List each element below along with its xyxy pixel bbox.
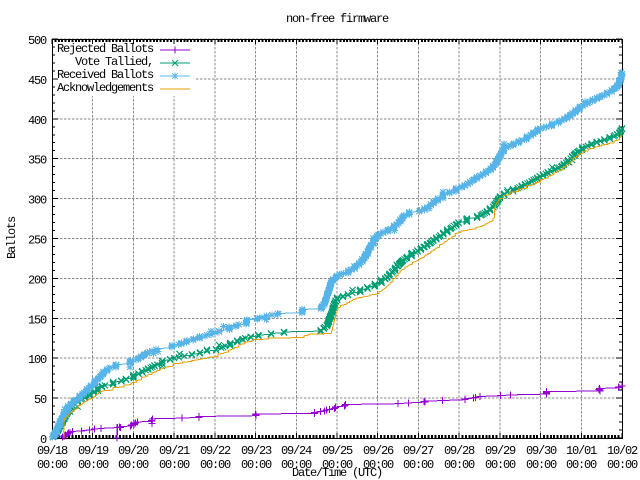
svg-text:00:00: 00:00: [403, 458, 434, 472]
svg-text:Vote Tallied,: Vote Tallied,: [75, 55, 153, 69]
svg-text:00:00: 00:00: [281, 458, 312, 472]
svg-text:150: 150: [28, 313, 47, 327]
svg-text:10/01: 10/01: [566, 444, 597, 458]
svg-text:300: 300: [28, 194, 47, 208]
svg-text:00:00: 00:00: [118, 458, 149, 472]
svg-text:09/18: 09/18: [37, 444, 68, 458]
svg-text:09/23: 09/23: [241, 444, 272, 458]
svg-text:09/20: 09/20: [118, 444, 149, 458]
svg-text:Rejected Ballots: Rejected Ballots: [57, 42, 154, 56]
svg-text:Ballots: Ballots: [5, 216, 19, 259]
svg-text:50: 50: [34, 393, 47, 407]
svg-text:Acknowledgements: Acknowledgements: [57, 81, 154, 95]
svg-text:00:00: 00:00: [444, 458, 475, 472]
svg-text:Received Ballots: Received Ballots: [57, 68, 154, 82]
svg-text:0: 0: [40, 433, 47, 447]
svg-text:00:00: 00:00: [526, 458, 557, 472]
svg-text:09/28: 09/28: [444, 444, 475, 458]
svg-text:250: 250: [28, 234, 47, 248]
svg-text:non-free firmware: non-free firmware: [286, 12, 389, 26]
svg-text:00:00: 00:00: [607, 458, 638, 472]
svg-text:09/30: 09/30: [526, 444, 557, 458]
svg-text:500: 500: [28, 34, 47, 48]
svg-text:00:00: 00:00: [241, 458, 272, 472]
svg-text:450: 450: [28, 74, 47, 88]
svg-text:00:00: 00:00: [200, 458, 231, 472]
svg-text:10/02: 10/02: [607, 444, 638, 458]
svg-text:00:00: 00:00: [566, 458, 597, 472]
svg-text:100: 100: [28, 353, 47, 367]
svg-text:09/27: 09/27: [403, 444, 434, 458]
svg-text:09/26: 09/26: [363, 444, 394, 458]
svg-text:350: 350: [28, 154, 47, 168]
svg-text:09/19: 09/19: [78, 444, 109, 458]
svg-text:00:00: 00:00: [322, 458, 353, 472]
svg-text:00:00: 00:00: [485, 458, 516, 472]
svg-text:00:00: 00:00: [37, 458, 68, 472]
svg-text:400: 400: [28, 114, 47, 128]
svg-text:09/22: 09/22: [200, 444, 231, 458]
svg-text:Date/Time (UTC): Date/Time (UTC): [292, 466, 382, 480]
svg-text:200: 200: [28, 273, 47, 287]
svg-text:00:00: 00:00: [78, 458, 109, 472]
svg-text:00:00: 00:00: [363, 458, 394, 472]
svg-text:09/25: 09/25: [322, 444, 353, 458]
svg-text:09/29: 09/29: [485, 444, 516, 458]
svg-text:09/24: 09/24: [281, 444, 312, 458]
svg-text:09/21: 09/21: [159, 444, 190, 458]
svg-text:00:00: 00:00: [159, 458, 190, 472]
